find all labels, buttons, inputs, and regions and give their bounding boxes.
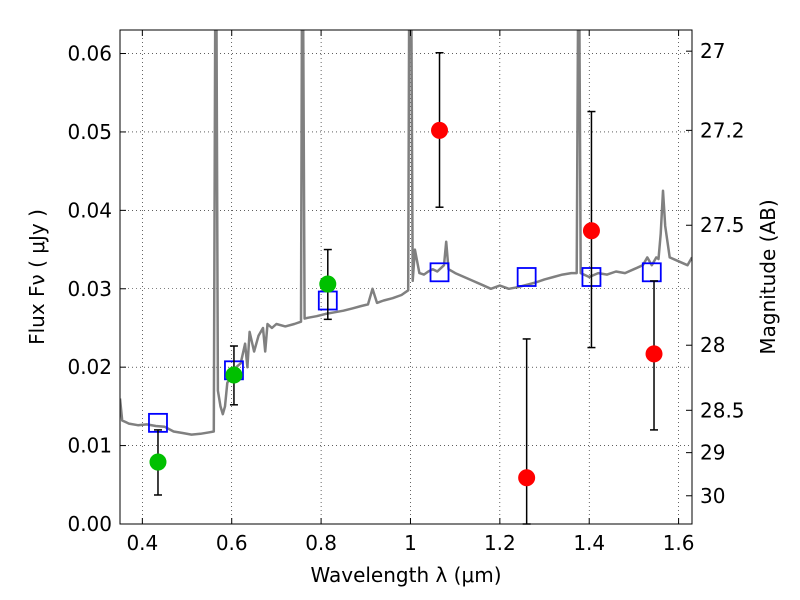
y2-tick-label: 27 — [700, 39, 725, 63]
grid — [120, 30, 692, 524]
photometry-point — [582, 222, 600, 240]
plot-frame — [119, 29, 693, 525]
y-tick-label: 0.04 — [67, 198, 112, 222]
photometry-point — [518, 469, 536, 487]
spectrum-line — [120, 30, 692, 436]
photometry-point — [225, 366, 243, 384]
y-tick-label: 0.00 — [67, 512, 112, 536]
photometry-point — [645, 345, 663, 363]
x-tick-label: 0.8 — [305, 531, 337, 555]
x-tick-label: 0.4 — [126, 531, 158, 555]
y-tick-label: 0.06 — [67, 42, 112, 66]
photometry-point — [149, 453, 167, 471]
y-axis-title: Flux Fν ( μJy ) — [25, 209, 49, 345]
x-axis-title: Wavelength λ (μm) — [310, 563, 501, 587]
x-tick-label: 1.2 — [484, 531, 516, 555]
model-square-marker — [516, 267, 537, 287]
x-tick-label: 1.4 — [573, 531, 605, 555]
y2-tick-label: 27.2 — [700, 118, 745, 142]
x-tick-label: 1 — [404, 531, 417, 555]
y-tick-label: 0.01 — [67, 434, 112, 458]
photometry-point — [319, 275, 337, 293]
model-square-marker — [429, 262, 450, 283]
y2-tick-label: 27.5 — [700, 213, 745, 237]
y2-axis-title: Magnitude (AB) — [756, 199, 780, 354]
axis-ticks: 0.4 0.6 0.8 1 1.2 1.4 1.6 0.00 0.01 0.02 0.03 0.04 0… — [67, 30, 745, 555]
x-tick-label: 0.6 — [216, 531, 248, 555]
y2-tick-label: 28.5 — [700, 398, 745, 422]
y-tick-label: 0.02 — [67, 355, 112, 379]
y-tick-label: 0.03 — [67, 277, 112, 301]
x-tick-label: 1.6 — [663, 531, 695, 555]
model-square-marker — [148, 412, 168, 433]
y2-tick-label: 29 — [700, 441, 725, 465]
y2-tick-label: 28 — [700, 333, 725, 357]
photometry-point — [431, 121, 449, 139]
y-tick-label: 0.05 — [67, 120, 112, 144]
plot-series — [120, 30, 692, 525]
y2-tick-label: 30 — [700, 484, 725, 508]
